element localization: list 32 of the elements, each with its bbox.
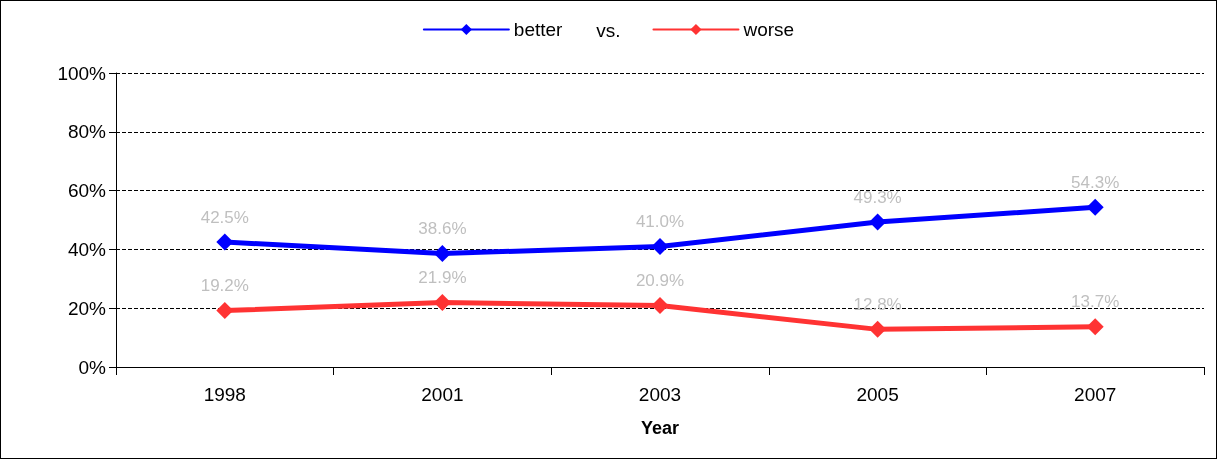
data-label: 20.9% xyxy=(635,271,685,291)
data-label: 38.6% xyxy=(418,219,467,239)
point xyxy=(1086,198,1104,216)
y-tick-label: 60% xyxy=(67,180,107,202)
x-axis-title: Year xyxy=(640,418,680,438)
x-tick-label: 1998 xyxy=(203,384,246,405)
data-label: 42.5% xyxy=(200,207,249,227)
y-tick-label: 80% xyxy=(67,121,107,143)
x-tick-label: 2001 xyxy=(421,384,464,405)
point xyxy=(216,302,234,320)
y-tick-label: 0% xyxy=(78,356,107,378)
point xyxy=(433,294,451,312)
data-label: 49.3% xyxy=(853,187,902,207)
legend-label: better xyxy=(513,19,564,40)
point xyxy=(651,297,669,315)
y-tick-label: 20% xyxy=(67,297,107,319)
x-tick-label: 2003 xyxy=(638,384,682,405)
text: vs. xyxy=(596,20,621,41)
data-label: 54.3% xyxy=(1071,172,1120,192)
y-tick-label: 40% xyxy=(67,238,107,260)
data-label: 19.2% xyxy=(200,276,249,296)
x-tick-label: 2007 xyxy=(1074,384,1117,405)
y-tick-label: 100% xyxy=(57,62,107,84)
point xyxy=(1086,318,1104,336)
data-label: 41.0% xyxy=(635,211,685,231)
point xyxy=(216,233,234,251)
data-label: 13.7% xyxy=(1071,292,1120,312)
point xyxy=(651,237,669,255)
data-label: 21.9% xyxy=(418,268,467,288)
legend-label: worse xyxy=(742,19,795,40)
point xyxy=(433,245,451,263)
x-tick-label: 2005 xyxy=(856,384,899,405)
